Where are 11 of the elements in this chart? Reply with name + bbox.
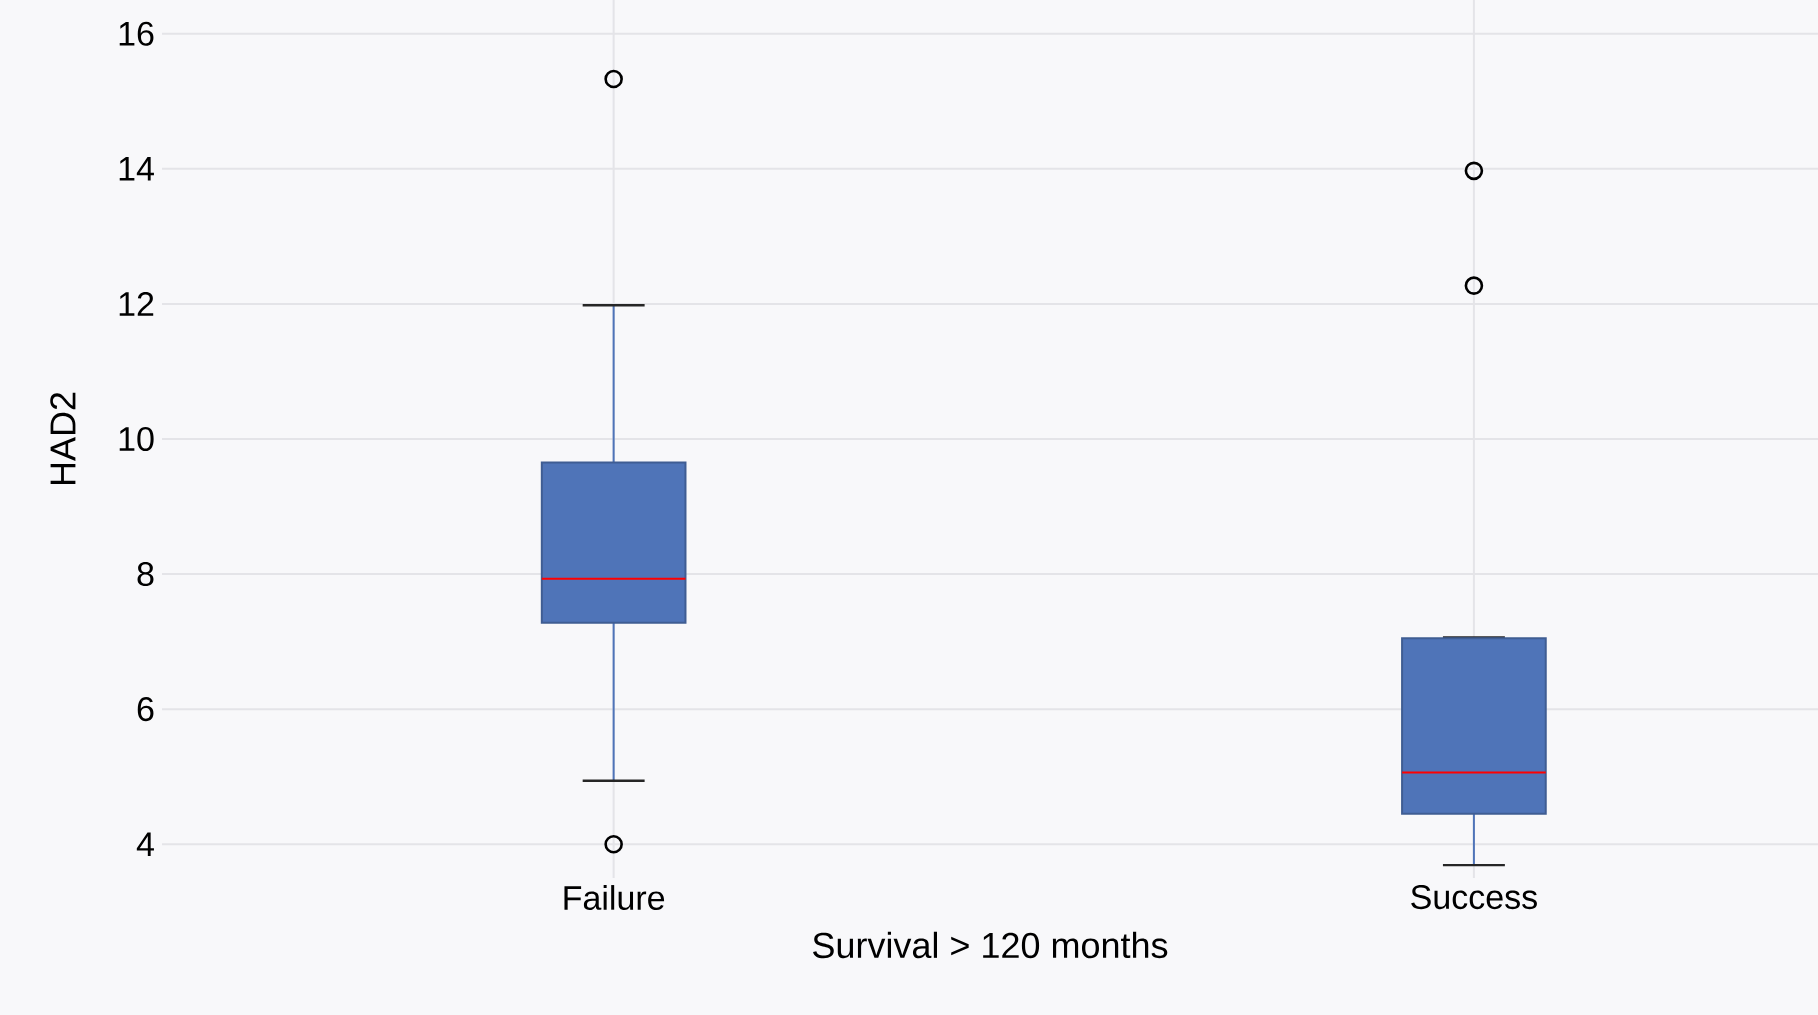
x-tick-label: Failure [564, 885, 665, 911]
x-tick-label: Success [1411, 885, 1537, 910]
y-tick-label: 10 [119, 426, 154, 452]
y-tick-label: 8 [137, 562, 154, 587]
x-axis-title: Survival > 120 months [813, 931, 1168, 959]
y-tick-label: 12 [119, 292, 154, 316]
y-tick-label: 4 [136, 832, 154, 856]
y-tick-label: 6 [137, 697, 154, 722]
y-tick-label: 16 [119, 21, 154, 46]
y-axis-title: HAD2 [50, 392, 76, 485]
y-tick-label: 14 [119, 157, 154, 181]
